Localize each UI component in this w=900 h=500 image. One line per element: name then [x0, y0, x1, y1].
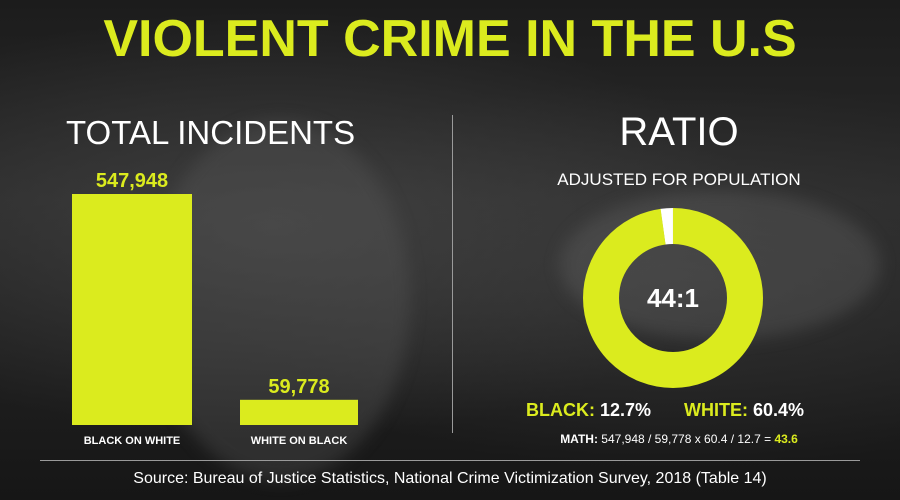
bar-value-label: 59,778	[268, 376, 329, 398]
source-divider	[40, 460, 860, 461]
legend-white-label: WHITE:	[684, 400, 748, 420]
legend-black-value: 12.7%	[600, 400, 652, 420]
bar-value-label: 547,948	[96, 170, 168, 192]
total-incidents-heading: TOTAL INCIDENTS	[66, 114, 356, 151]
donut-center-label: 44:1	[647, 283, 699, 313]
legend-white: WHITE: 60.4%	[684, 400, 804, 421]
ratio-subheading: ADJUSTED FOR POPULATION	[557, 170, 801, 189]
math-label: MATH:	[560, 432, 598, 446]
donut-segment-black	[583, 208, 763, 388]
page-title: VIOLENT CRIME IN THE U.S	[103, 10, 797, 68]
ratio-heading: RATIO	[619, 110, 739, 154]
incidents-bar-chart: 547,948 BLACK ON WHITE 59,778 WHITE ON BLAC…	[72, 170, 358, 447]
math-expression: 547,948 / 59,778 x 60.4 / 12.7 =	[601, 432, 772, 446]
legend-white-value: 60.4%	[753, 400, 805, 420]
math-result: 43.6	[774, 432, 798, 446]
panel-divider	[452, 115, 453, 433]
ratio-donut-chart: 44:1	[583, 208, 763, 388]
bar-category-label: BLACK ON WHITE	[84, 435, 181, 447]
bar-white-on-black	[240, 399, 358, 425]
legend-black: BLACK: 12.7%	[526, 400, 651, 421]
bar-black-on-white	[72, 194, 192, 425]
bar-category-label: WHITE ON BLACK	[251, 435, 348, 447]
legend-black-label: BLACK:	[526, 400, 595, 420]
source-citation: Source: Bureau of Justice Statistics, Na…	[133, 470, 767, 487]
math-line: MATH: 547,948 / 59,778 x 60.4 / 12.7 = 4…	[458, 432, 900, 446]
